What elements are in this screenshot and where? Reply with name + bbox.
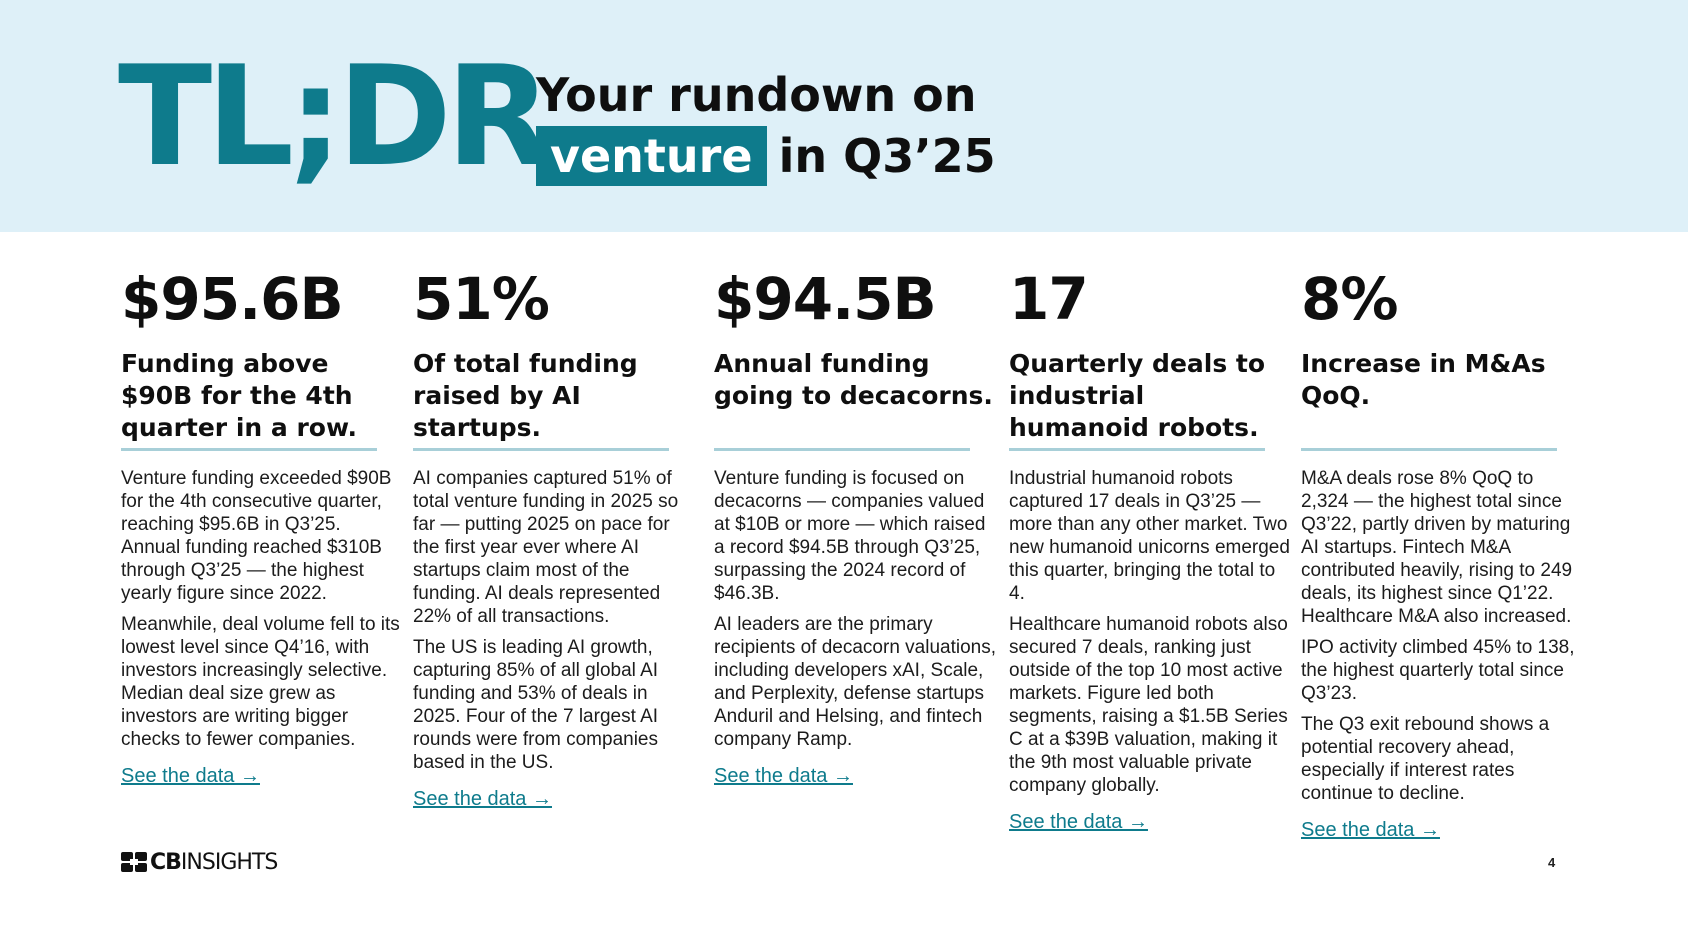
stat-value: $95.6B — [121, 265, 344, 333]
stat-column-mna: 8% Increase in M&As QoQ. M&A deals rose … — [1301, 270, 1583, 842]
stat-column-humanoid-robots: 17 Quarterly deals to industrial humanoi… — [1009, 270, 1291, 834]
see-the-data-link[interactable]: See the data → — [121, 765, 260, 787]
stat-value: 51% — [413, 265, 550, 333]
body-paragraph: Meanwhile, deal volume fell to its lowes… — [121, 614, 400, 750]
body-paragraph: IPO activity climbed 45% to 138, the hig… — [1301, 637, 1575, 704]
body-paragraph: Healthcare humanoid robots also secured … — [1009, 614, 1288, 796]
stat-value: 8% — [1301, 265, 1398, 333]
see-the-data-link[interactable]: See the data → — [1301, 819, 1440, 841]
body-paragraph: AI leaders are the primary recipients of… — [714, 614, 996, 750]
venture-highlight: venture — [536, 126, 767, 186]
stat-headline: Funding above $90B for the 4th quarter i… — [121, 349, 357, 442]
divider — [413, 448, 669, 451]
stat-headline: Of total funding raised by AI startups. — [413, 349, 638, 442]
rundown-line-1: Your rundown on — [536, 68, 977, 122]
body-paragraph: Venture funding is focused on decacorns … — [714, 468, 986, 604]
body-paragraph: M&A deals rose 8% QoQ to 2,324 — the hig… — [1301, 468, 1573, 627]
divider — [121, 448, 377, 451]
page-number: 4 — [1548, 855, 1556, 870]
divider — [1009, 448, 1265, 451]
stat-headline: Increase in M&As QoQ. — [1301, 349, 1546, 410]
see-the-data-link[interactable]: See the data → — [413, 788, 552, 810]
divider — [1301, 448, 1557, 451]
logo-wordmark: CBINSIGHTS — [150, 849, 278, 875]
tldr-title: TL;DR — [118, 36, 552, 197]
cb-logo-mark-icon — [121, 852, 147, 872]
see-the-data-link[interactable]: See the data → — [1009, 811, 1148, 833]
body-paragraph: Venture funding exceeded $90B for the 4t… — [121, 468, 392, 604]
body-paragraph: The US is leading AI growth, capturing 8… — [413, 637, 659, 773]
stat-column-decacorns: $94.5B Annual funding going to decacorns… — [714, 270, 996, 788]
body-paragraph: Industrial humanoid robots captured 17 d… — [1009, 468, 1290, 604]
stat-headline: Quarterly deals to industrial humanoid r… — [1009, 349, 1266, 442]
stat-column-funding: $95.6B Funding above $90B for the 4th qu… — [121, 270, 403, 788]
rundown-line-2-rest: in Q3’25 — [778, 129, 996, 183]
body-paragraph: AI companies captured 51% of total ventu… — [413, 468, 679, 627]
stat-column-ai: 51% Of total funding raised by AI startu… — [413, 270, 695, 811]
header-banner: TL;DR Your rundown on venture in Q3’25 — [0, 0, 1688, 232]
stat-value: $94.5B — [714, 265, 937, 333]
stat-value: 17 — [1009, 265, 1089, 333]
stat-headline: Annual funding going to decacorns. — [714, 349, 993, 410]
cb-insights-logo: CBINSIGHTS — [121, 849, 278, 875]
body-paragraph: The Q3 exit rebound shows a potential re… — [1301, 714, 1550, 804]
see-the-data-link[interactable]: See the data → — [714, 765, 853, 787]
divider — [714, 448, 970, 451]
rundown-line-2: venture in Q3’25 — [536, 126, 996, 186]
